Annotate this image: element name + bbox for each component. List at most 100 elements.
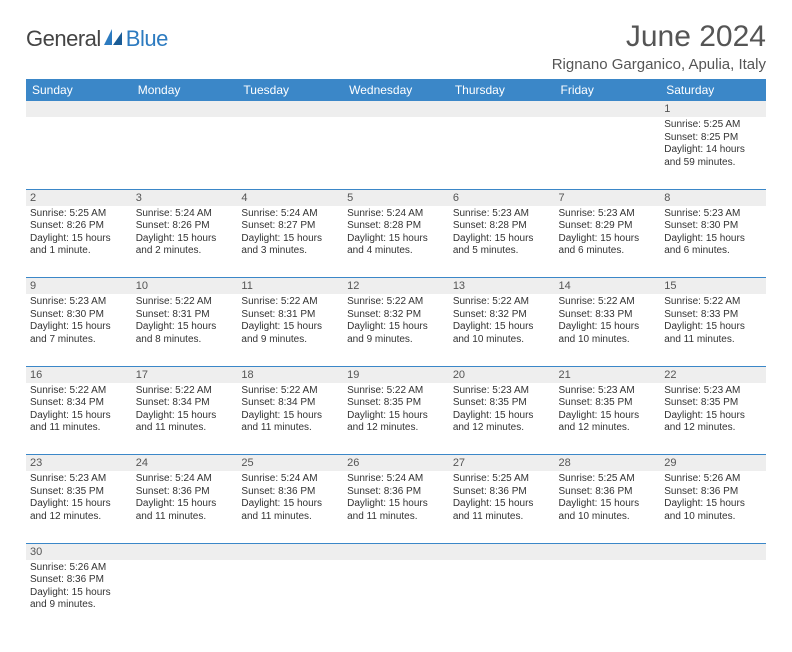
daylight-line-2: and 11 minutes. xyxy=(136,422,234,435)
daylight-line-2: and 3 minutes. xyxy=(241,245,339,258)
daynum-row: 16171819202122 xyxy=(26,366,766,383)
sunrise-line: Sunrise: 5:24 AM xyxy=(241,473,339,486)
day-cell: Sunrise: 5:23 AMSunset: 8:35 PMDaylight:… xyxy=(660,383,766,455)
sunrise-line: Sunrise: 5:23 AM xyxy=(559,208,657,221)
sunrise-line: Sunrise: 5:24 AM xyxy=(136,208,234,221)
daylight-line-1: Daylight: 15 hours xyxy=(241,410,339,423)
sunrise-line: Sunrise: 5:22 AM xyxy=(241,296,339,309)
week-row: Sunrise: 5:25 AMSunset: 8:25 PMDaylight:… xyxy=(26,117,766,189)
daylight-line-1: Daylight: 15 hours xyxy=(136,233,234,246)
daylight-line-2: and 11 minutes. xyxy=(136,511,234,524)
sunset-line: Sunset: 8:36 PM xyxy=(347,486,445,499)
calendar-page: General Blue June 2024 Rignano Garganico… xyxy=(0,0,792,652)
weekday-header: Thursday xyxy=(449,79,555,101)
daylight-line-2: and 6 minutes. xyxy=(664,245,762,258)
sunset-line: Sunset: 8:29 PM xyxy=(559,220,657,233)
daylight-line-2: and 10 minutes. xyxy=(664,511,762,524)
day-number: 25 xyxy=(237,455,343,472)
daylight-line-2: and 2 minutes. xyxy=(136,245,234,258)
sunrise-line: Sunrise: 5:22 AM xyxy=(241,385,339,398)
daylight-line-2: and 5 minutes. xyxy=(453,245,551,258)
sunset-line: Sunset: 8:34 PM xyxy=(30,397,128,410)
sunset-line: Sunset: 8:32 PM xyxy=(453,309,551,322)
sunset-line: Sunset: 8:34 PM xyxy=(241,397,339,410)
daylight-line-1: Daylight: 15 hours xyxy=(664,410,762,423)
location: Rignano Garganico, Apulia, Italy xyxy=(552,56,766,73)
sunrise-line: Sunrise: 5:26 AM xyxy=(30,562,128,575)
day-number: 2 xyxy=(26,189,132,206)
day-number: 30 xyxy=(26,543,132,560)
weekday-header: Saturday xyxy=(660,79,766,101)
day-cell: Sunrise: 5:24 AMSunset: 8:26 PMDaylight:… xyxy=(132,206,238,278)
daylight-line-2: and 12 minutes. xyxy=(664,422,762,435)
header: General Blue June 2024 Rignano Garganico… xyxy=(26,20,766,73)
daylight-line-1: Daylight: 15 hours xyxy=(347,233,445,246)
day-cell: Sunrise: 5:23 AMSunset: 8:29 PMDaylight:… xyxy=(555,206,661,278)
daylight-line-1: Daylight: 15 hours xyxy=(559,410,657,423)
day-cell: Sunrise: 5:23 AMSunset: 8:28 PMDaylight:… xyxy=(449,206,555,278)
day-cell: Sunrise: 5:25 AMSunset: 8:26 PMDaylight:… xyxy=(26,206,132,278)
empty-cell xyxy=(660,560,766,632)
sunrise-line: Sunrise: 5:24 AM xyxy=(347,473,445,486)
sunrise-line: Sunrise: 5:22 AM xyxy=(347,385,445,398)
daylight-line-1: Daylight: 15 hours xyxy=(453,321,551,334)
day-cell: Sunrise: 5:24 AMSunset: 8:28 PMDaylight:… xyxy=(343,206,449,278)
day-number: 26 xyxy=(343,455,449,472)
day-number: 11 xyxy=(237,278,343,295)
day-cell: Sunrise: 5:24 AMSunset: 8:27 PMDaylight:… xyxy=(237,206,343,278)
day-number: 4 xyxy=(237,189,343,206)
empty-cell xyxy=(26,117,132,189)
daylight-line-1: Daylight: 15 hours xyxy=(30,410,128,423)
daylight-line-1: Daylight: 15 hours xyxy=(30,233,128,246)
daylight-line-2: and 9 minutes. xyxy=(30,599,128,612)
sunset-line: Sunset: 8:25 PM xyxy=(664,132,762,145)
sunset-line: Sunset: 8:36 PM xyxy=(664,486,762,499)
daylight-line-2: and 10 minutes. xyxy=(559,334,657,347)
day-cell: Sunrise: 5:25 AMSunset: 8:36 PMDaylight:… xyxy=(449,471,555,543)
daylight-line-2: and 11 minutes. xyxy=(241,422,339,435)
sunrise-line: Sunrise: 5:24 AM xyxy=(241,208,339,221)
sunset-line: Sunset: 8:26 PM xyxy=(136,220,234,233)
day-cell: Sunrise: 5:22 AMSunset: 8:31 PMDaylight:… xyxy=(237,294,343,366)
day-cell: Sunrise: 5:22 AMSunset: 8:33 PMDaylight:… xyxy=(660,294,766,366)
daylight-line-2: and 9 minutes. xyxy=(241,334,339,347)
daylight-line-1: Daylight: 15 hours xyxy=(664,321,762,334)
sunrise-line: Sunrise: 5:23 AM xyxy=(453,208,551,221)
daylight-line-1: Daylight: 15 hours xyxy=(136,498,234,511)
daylight-line-2: and 12 minutes. xyxy=(30,511,128,524)
sunset-line: Sunset: 8:31 PM xyxy=(241,309,339,322)
sunrise-line: Sunrise: 5:25 AM xyxy=(453,473,551,486)
sunset-line: Sunset: 8:36 PM xyxy=(453,486,551,499)
empty-daynum xyxy=(343,543,449,560)
empty-daynum xyxy=(26,101,132,117)
empty-cell xyxy=(555,117,661,189)
day-number: 12 xyxy=(343,278,449,295)
sunrise-line: Sunrise: 5:22 AM xyxy=(30,385,128,398)
day-cell: Sunrise: 5:24 AMSunset: 8:36 PMDaylight:… xyxy=(237,471,343,543)
sunrise-line: Sunrise: 5:24 AM xyxy=(347,208,445,221)
empty-daynum xyxy=(555,543,661,560)
day-cell: Sunrise: 5:26 AMSunset: 8:36 PMDaylight:… xyxy=(26,560,132,632)
day-number: 18 xyxy=(237,366,343,383)
sunrise-line: Sunrise: 5:23 AM xyxy=(30,296,128,309)
week-row: Sunrise: 5:22 AMSunset: 8:34 PMDaylight:… xyxy=(26,383,766,455)
day-number: 28 xyxy=(555,455,661,472)
daylight-line-1: Daylight: 15 hours xyxy=(241,498,339,511)
day-number: 10 xyxy=(132,278,238,295)
sunrise-line: Sunrise: 5:23 AM xyxy=(30,473,128,486)
empty-cell xyxy=(132,560,238,632)
day-number: 6 xyxy=(449,189,555,206)
daylight-line-2: and 7 minutes. xyxy=(30,334,128,347)
sunset-line: Sunset: 8:36 PM xyxy=(136,486,234,499)
empty-daynum xyxy=(132,101,238,117)
day-cell: Sunrise: 5:23 AMSunset: 8:30 PMDaylight:… xyxy=(26,294,132,366)
daylight-line-2: and 11 minutes. xyxy=(241,511,339,524)
week-row: Sunrise: 5:23 AMSunset: 8:35 PMDaylight:… xyxy=(26,471,766,543)
sunrise-line: Sunrise: 5:22 AM xyxy=(559,296,657,309)
sunset-line: Sunset: 8:36 PM xyxy=(241,486,339,499)
daylight-line-2: and 59 minutes. xyxy=(664,157,762,170)
day-cell: Sunrise: 5:22 AMSunset: 8:34 PMDaylight:… xyxy=(26,383,132,455)
logo-sail-icon xyxy=(102,27,124,52)
day-number: 7 xyxy=(555,189,661,206)
day-number: 24 xyxy=(132,455,238,472)
